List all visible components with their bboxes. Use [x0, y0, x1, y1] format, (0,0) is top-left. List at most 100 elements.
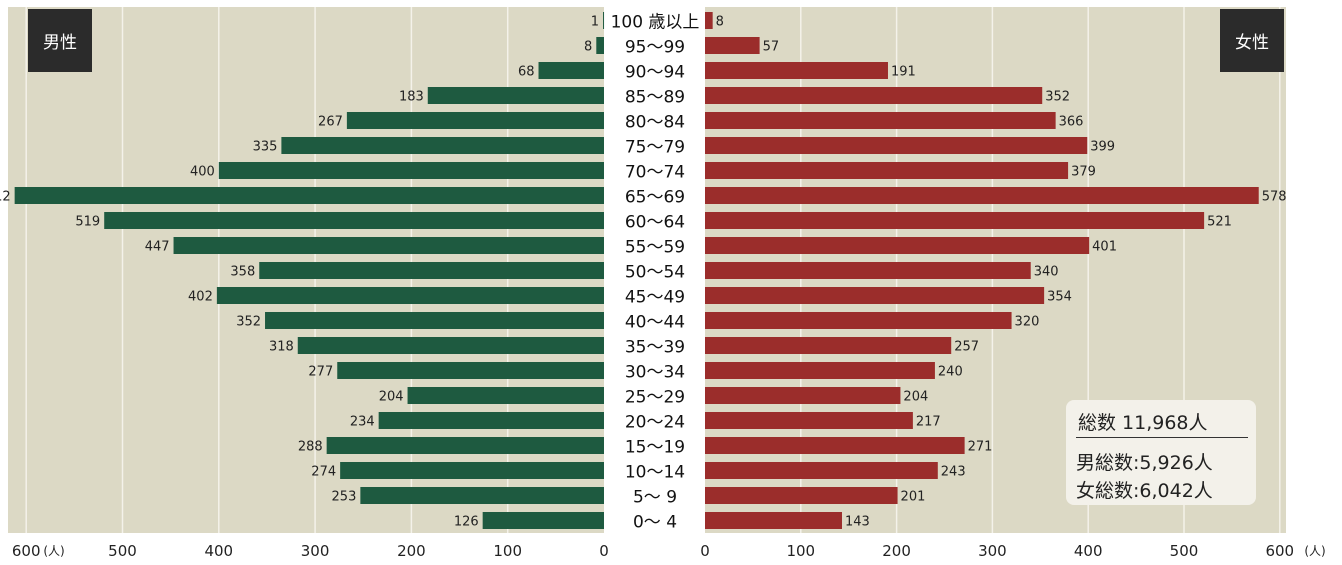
- male-bar: [14, 187, 605, 204]
- age-group-label: 10〜14: [625, 463, 685, 483]
- male-bar: [538, 62, 604, 79]
- female-value-label: 401: [1092, 240, 1117, 255]
- male-value-label: 612: [0, 190, 11, 205]
- female-bar: [705, 262, 1031, 279]
- age-group-label: 50〜54: [625, 263, 685, 283]
- female-value-label: 217: [916, 415, 941, 430]
- female-bar: [705, 62, 888, 79]
- age-group-label: 95〜99: [625, 38, 685, 58]
- female-value-label: 399: [1090, 140, 1115, 155]
- male-bar: [346, 112, 604, 129]
- male-bar: [603, 12, 605, 29]
- female-value-label: 379: [1071, 165, 1096, 180]
- total-count: 総数 11,968人: [1078, 412, 1208, 434]
- female-bar: [705, 137, 1088, 154]
- male-bar: [216, 287, 604, 304]
- male-bar: [265, 312, 604, 329]
- female-bar: [705, 387, 901, 404]
- age-group-label: 35〜39: [625, 338, 685, 358]
- female-axis-tick: 500: [1170, 542, 1199, 560]
- female-value-label: 191: [891, 65, 916, 80]
- age-group-label: 65〜69: [625, 188, 685, 208]
- male-bar: [482, 512, 604, 529]
- age-group-label: 80〜84: [625, 113, 685, 133]
- male-value-label: 234: [350, 415, 375, 430]
- female-axis-tick: 300: [978, 542, 1007, 560]
- age-group-label: 30〜34: [625, 363, 685, 383]
- male-value-label: 1: [591, 15, 599, 30]
- male-axis-tick: 400: [204, 542, 233, 560]
- male-bar: [104, 212, 604, 229]
- female-value-label: 366: [1059, 115, 1084, 130]
- total-summary-box: 総数 11,968人 男総数:5,926人 女総数:6,042人: [1066, 400, 1256, 505]
- female-value-label: 320: [1015, 315, 1040, 330]
- female-total-count: 女総数:6,042人: [1076, 480, 1213, 502]
- female-value-label: 57: [763, 40, 780, 55]
- female-axis-tick: 200: [882, 542, 911, 560]
- age-group-label: 5〜 9: [633, 488, 677, 508]
- female-value-label: 8: [716, 15, 724, 30]
- male-value-label: 68: [518, 65, 535, 80]
- female-value-label: 204: [903, 390, 928, 405]
- male-bar: [281, 137, 604, 154]
- female-bar: [705, 487, 898, 504]
- male-axis-tick: 600: [12, 542, 41, 560]
- male-bar: [297, 337, 604, 354]
- age-group-label: 40〜44: [625, 313, 685, 333]
- male-value-label: 204: [379, 390, 404, 405]
- male-bar: [427, 87, 604, 104]
- male-total-count: 男総数:5,926人: [1076, 452, 1213, 474]
- male-bar: [259, 262, 604, 279]
- age-group-label: 85〜89: [625, 88, 685, 108]
- male-axis-unit: (人): [43, 544, 64, 558]
- male-value-label: 267: [318, 115, 343, 130]
- male-bar: [337, 362, 604, 379]
- male-value-label: 274: [311, 465, 336, 480]
- female-value-label: 143: [845, 515, 870, 530]
- male-bar: [173, 237, 604, 254]
- female-bar: [705, 237, 1090, 254]
- female-bar: [705, 312, 1012, 329]
- age-group-label: 70〜74: [625, 163, 685, 183]
- male-value-label: 126: [454, 515, 479, 530]
- female-bar: [705, 87, 1043, 104]
- male-value-label: 352: [236, 315, 261, 330]
- female-axis-unit: (人): [1304, 544, 1325, 558]
- male-value-label: 288: [298, 440, 323, 455]
- summary-divider: [1076, 437, 1248, 438]
- female-value-label: 340: [1034, 265, 1059, 280]
- age-group-label: 55〜59: [625, 238, 685, 258]
- male-axis-tick: 0: [599, 542, 609, 560]
- male-bar: [218, 162, 605, 179]
- female-value-label: 257: [954, 340, 979, 355]
- male-bar: [340, 462, 604, 479]
- female-value-label: 354: [1047, 290, 1072, 305]
- male-value-label: 183: [399, 90, 424, 105]
- age-group-label: 90〜94: [625, 63, 685, 83]
- male-value-label: 400: [190, 165, 215, 180]
- female-value-label: 352: [1045, 90, 1070, 105]
- female-bar: [705, 462, 938, 479]
- female-bar: [705, 362, 935, 379]
- male-bar: [596, 37, 604, 54]
- male-axis-tick: 300: [301, 542, 330, 560]
- age-group-label: 75〜79: [625, 138, 685, 158]
- male-value-label: 277: [308, 365, 333, 380]
- male-value-label: 402: [188, 290, 213, 305]
- age-group-label: 100 歳以上: [611, 13, 700, 33]
- female-axis-tick: 0: [700, 542, 710, 560]
- age-group-label: 20〜24: [625, 413, 685, 433]
- age-group-label: 0〜 4: [633, 513, 677, 533]
- female-bar: [705, 437, 965, 454]
- female-axis-tick: 600: [1265, 542, 1294, 560]
- male-bar: [326, 437, 604, 454]
- male-panel-label: 男性: [28, 9, 92, 72]
- age-group-label: 60〜64: [625, 213, 685, 233]
- female-bar: [705, 212, 1205, 229]
- male-bar: [360, 487, 604, 504]
- female-value-label: 521: [1207, 215, 1232, 230]
- male-value-label: 335: [253, 140, 278, 155]
- male-value-label: 253: [332, 490, 357, 505]
